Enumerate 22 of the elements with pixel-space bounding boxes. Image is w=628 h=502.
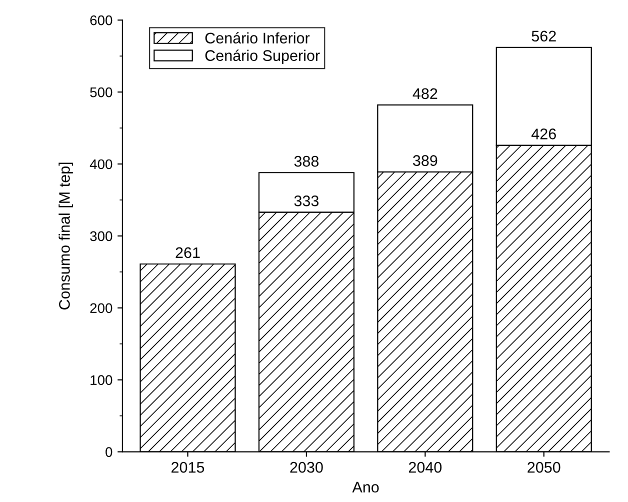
total-label: 482: [412, 88, 438, 100]
y-tick-label: 300: [90, 231, 112, 242]
data-label: 389: [413, 155, 438, 166]
x-tick-label: 2040: [408, 462, 442, 473]
data-label: 333: [294, 195, 319, 206]
total-label: 388: [294, 156, 319, 167]
y-tick-label: 100: [90, 375, 112, 386]
data-label: 261: [176, 247, 200, 258]
y-tick-label: 200: [90, 303, 112, 314]
y-tick-label: 600: [90, 15, 112, 26]
legend-label: Cenário Superior: [205, 50, 320, 64]
x-axis-title: Ano: [352, 482, 379, 493]
x-tick-label: 2050: [528, 462, 560, 473]
y-tick-label: 500: [90, 87, 112, 98]
x-tick-label: 2015: [172, 462, 204, 473]
x-tick-label: 2030: [290, 462, 323, 473]
y-tick-label: 400: [90, 159, 112, 170]
data-label: 426: [531, 128, 556, 140]
total-label: 562: [532, 30, 556, 42]
legend-label: Cenário Inferior: [205, 32, 310, 44]
y-tick-label: 0: [106, 447, 112, 457]
y-axis-title: Consumo final [M tep]: [58, 162, 73, 310]
